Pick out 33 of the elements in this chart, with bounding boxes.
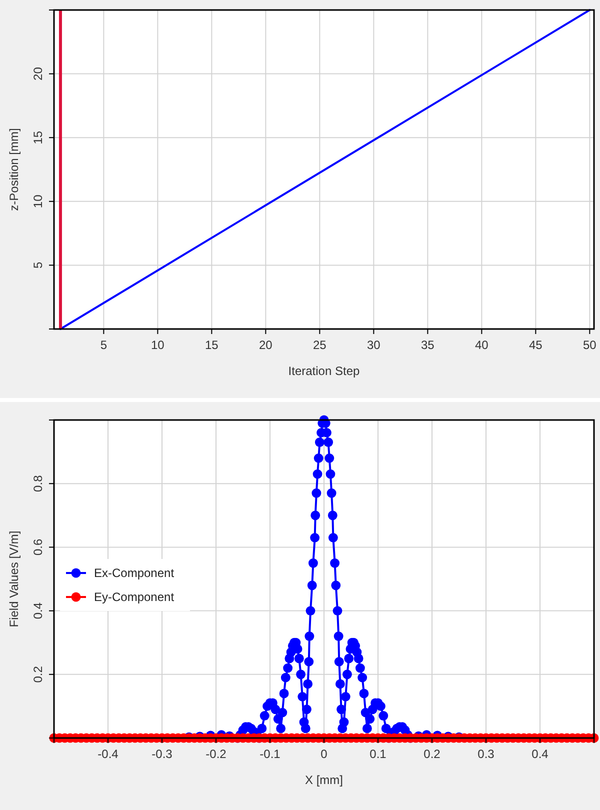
x-tick-label: 5 [100, 338, 108, 352]
x-tick-label: -0.2 [206, 747, 227, 761]
y-tick-label: 0.8 [31, 474, 45, 492]
x-tick-label: 0.2 [424, 747, 441, 761]
x-tick-label: 10 [151, 338, 165, 352]
x-tick-label: 0.4 [532, 747, 549, 761]
x-tick-label: 0.3 [478, 747, 495, 761]
x-tick-label: 0 [320, 747, 328, 761]
y-tick-label: 5 [31, 262, 45, 269]
x-tick-label: 0.1 [370, 747, 387, 761]
y-tick-label: 20 [31, 66, 45, 80]
y-tick-label: 0.6 [31, 538, 45, 556]
y-tick-label: 0.2 [31, 666, 45, 683]
y-tick-label: 15 [31, 130, 45, 144]
y-tick-label: 0.4 [31, 602, 45, 620]
x-tick-label: 50 [583, 338, 597, 352]
y-axis-title: z-Position [mm] [7, 128, 21, 211]
x-tick-label: 20 [259, 338, 273, 352]
x-tick-label: 25 [313, 338, 327, 352]
x-tick-label: 30 [367, 338, 381, 352]
x-tick-label: -0.3 [152, 747, 173, 761]
x-tick-label: 45 [529, 338, 543, 352]
y-axis-title: Field Values [V/m] [7, 530, 21, 628]
x-tick-label: -0.4 [98, 747, 119, 761]
x-axis-title: Iteration Step [288, 364, 360, 378]
x-axis-title: X [mm] [305, 773, 343, 787]
x-tick-label: 35 [421, 338, 435, 352]
x-tick-label: 15 [205, 338, 219, 352]
legend-label: Ex-Component [94, 566, 175, 580]
y-tick-label: 10 [31, 194, 45, 208]
x-tick-label: -0.1 [260, 747, 281, 761]
legend-label: Ey-Component [94, 590, 175, 604]
x-tick-label: 40 [475, 338, 489, 352]
